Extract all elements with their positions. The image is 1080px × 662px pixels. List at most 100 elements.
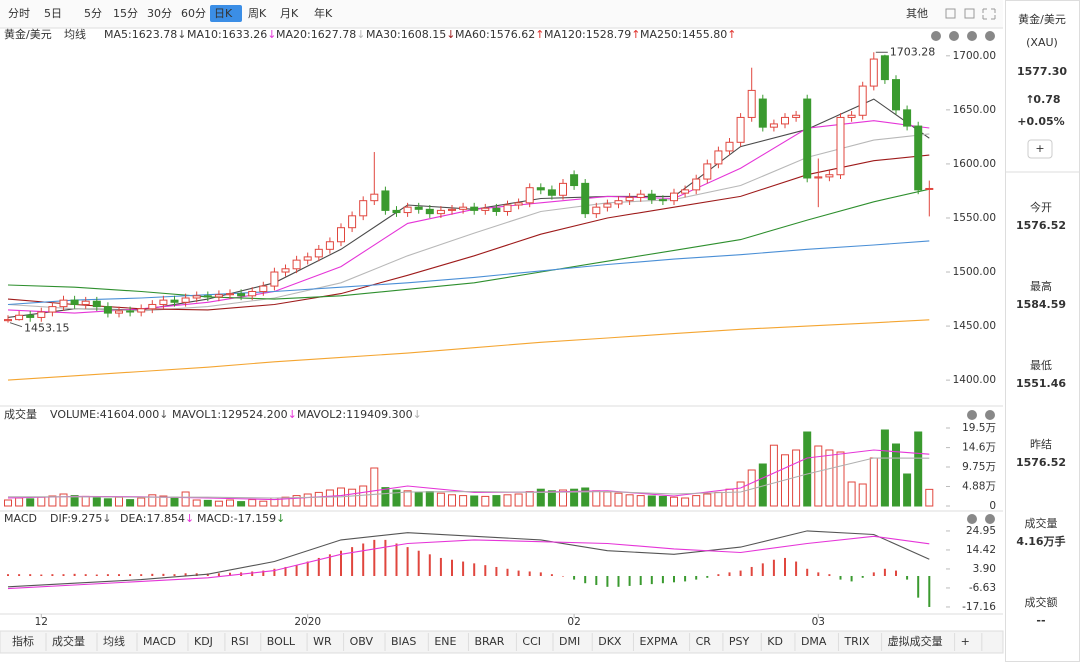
candle-body — [836, 116, 845, 176]
indicator-tab[interactable]: KDJ — [194, 635, 213, 648]
line — [7, 319, 930, 381]
icon[interactable] — [985, 410, 995, 420]
stat-value: -- — [1036, 614, 1045, 627]
volume-bar — [892, 443, 900, 507]
y-tick-label: -17.16 — [962, 601, 996, 613]
x-tick-label: 2020 — [294, 616, 321, 628]
indicator-tab[interactable]: BRAR — [474, 635, 504, 648]
toolbar-item[interactable]: 分时 — [8, 7, 30, 20]
volume-bar — [448, 494, 456, 507]
indicator-tab[interactable]: TRIX — [843, 635, 870, 648]
macd-bar — [328, 554, 331, 576]
volume-bar — [581, 487, 590, 507]
indicator-tab[interactable]: OBV — [350, 635, 374, 648]
icon[interactable] — [945, 8, 956, 19]
macd-bar — [384, 539, 387, 576]
indicator-tab[interactable]: ENE — [434, 635, 456, 648]
icon[interactable] — [949, 31, 959, 41]
toolbar-item[interactable]: 30分 — [147, 7, 172, 20]
add-button[interactable] — [1027, 139, 1053, 159]
legend-name: MAVOL2: — [297, 408, 346, 421]
candle-body — [448, 208, 456, 211]
indicator-tab[interactable]: DMI — [559, 635, 580, 648]
toolbar-more[interactable]: 其他 — [906, 7, 928, 20]
indicator-tab[interactable]: DKX — [598, 635, 622, 648]
toolbar-item[interactable]: 日K — [214, 7, 233, 20]
indicator-tab[interactable]: KD — [767, 635, 783, 648]
icon[interactable] — [985, 514, 995, 524]
toolbar-item[interactable]: 年K — [314, 6, 333, 20]
icon[interactable] — [985, 31, 995, 41]
macd-bar — [772, 559, 775, 576]
icon[interactable] — [931, 31, 941, 41]
indicator-tab[interactable]: 成交量 — [52, 634, 85, 648]
candle-body — [925, 187, 934, 190]
candle-body — [647, 193, 656, 201]
stat-label: 成交量 — [1025, 516, 1058, 530]
icon[interactable] — [982, 8, 996, 20]
legend-trend: ↓ — [177, 28, 186, 41]
legend-trend: ↓ — [356, 28, 365, 41]
indicator-tab[interactable]: RSI — [231, 635, 249, 648]
indicator-tab[interactable]: PSY — [729, 635, 750, 648]
legend-name: MA10: — [187, 28, 222, 41]
toolbar-item[interactable]: 60分 — [181, 7, 206, 20]
legend-name: MA30: — [366, 28, 401, 41]
y-tick-label: 1550.00 — [953, 212, 996, 224]
legend-trend: ↑ — [535, 28, 544, 41]
panel-title: MACD — [4, 512, 37, 525]
indicator-tab[interactable]: BOLL — [267, 635, 296, 648]
icon[interactable] — [967, 514, 977, 524]
toolbar-item[interactable]: 5分 — [84, 7, 102, 20]
indicator-tab[interactable]: + — [961, 635, 970, 648]
stat-label: 今开 — [1030, 200, 1052, 214]
indicator-tab[interactable]: 均线 — [103, 634, 125, 648]
toolbar-item[interactable]: 5日 — [44, 7, 62, 20]
indicator-tab[interactable]: CR — [696, 635, 712, 648]
volume-bar — [869, 457, 878, 507]
legend-value: 17.854 — [146, 512, 185, 525]
indicator-tab[interactable]: 指标 — [12, 634, 34, 648]
candle-body — [92, 300, 101, 308]
candle-body — [614, 200, 623, 205]
toolbar-item[interactable]: 月K — [280, 7, 299, 20]
toolbar-item[interactable]: 15分 — [113, 7, 138, 20]
candle-body — [781, 116, 789, 125]
indicator-tab[interactable]: CCI — [522, 635, 541, 648]
candle-body — [436, 209, 445, 215]
macd-bar — [817, 572, 820, 576]
candle-body — [681, 189, 690, 194]
legend-trend: ↑ — [727, 28, 736, 41]
volume-bar — [470, 495, 479, 507]
indicator-tab[interactable]: BIAS — [391, 635, 416, 648]
icon[interactable] — [967, 410, 977, 420]
icon[interactable] — [964, 8, 975, 19]
legend-entry: MA30:1608.15↓ — [366, 28, 455, 41]
add-label[interactable]: + — [1035, 142, 1044, 155]
macd-bar — [584, 575, 587, 584]
stat-label: 最高 — [1030, 279, 1052, 293]
legend-selector[interactable]: 均线 — [64, 27, 86, 41]
volume-bar — [514, 493, 523, 507]
indicator-tab[interactable]: DMA — [801, 635, 827, 648]
toolbar-item[interactable]: 周K — [248, 7, 267, 20]
y-tick-label: 9.75万 — [962, 461, 996, 473]
candle-body — [137, 308, 146, 313]
y-tick-label: 19.5万 — [962, 422, 996, 434]
line — [7, 530, 930, 588]
min-annotation: 1453.15 — [24, 322, 70, 335]
indicator-tab[interactable]: MACD — [143, 635, 176, 648]
y-tick-label: 1400.00 — [953, 374, 996, 386]
macd-bar — [84, 574, 87, 576]
volume-bar — [814, 445, 823, 507]
macd-bar — [118, 574, 120, 576]
indicator-tab[interactable]: WR — [313, 635, 332, 648]
indicator-tab[interactable]: 虚拟成交量 — [888, 634, 943, 648]
macd-bar — [861, 575, 864, 578]
candle-body — [192, 295, 201, 299]
indicator-tab[interactable]: EXPMA — [639, 635, 678, 648]
window-icons — [931, 8, 1053, 524]
icon[interactable] — [967, 31, 977, 41]
candle-body — [581, 182, 590, 215]
macd-bar — [406, 547, 409, 576]
